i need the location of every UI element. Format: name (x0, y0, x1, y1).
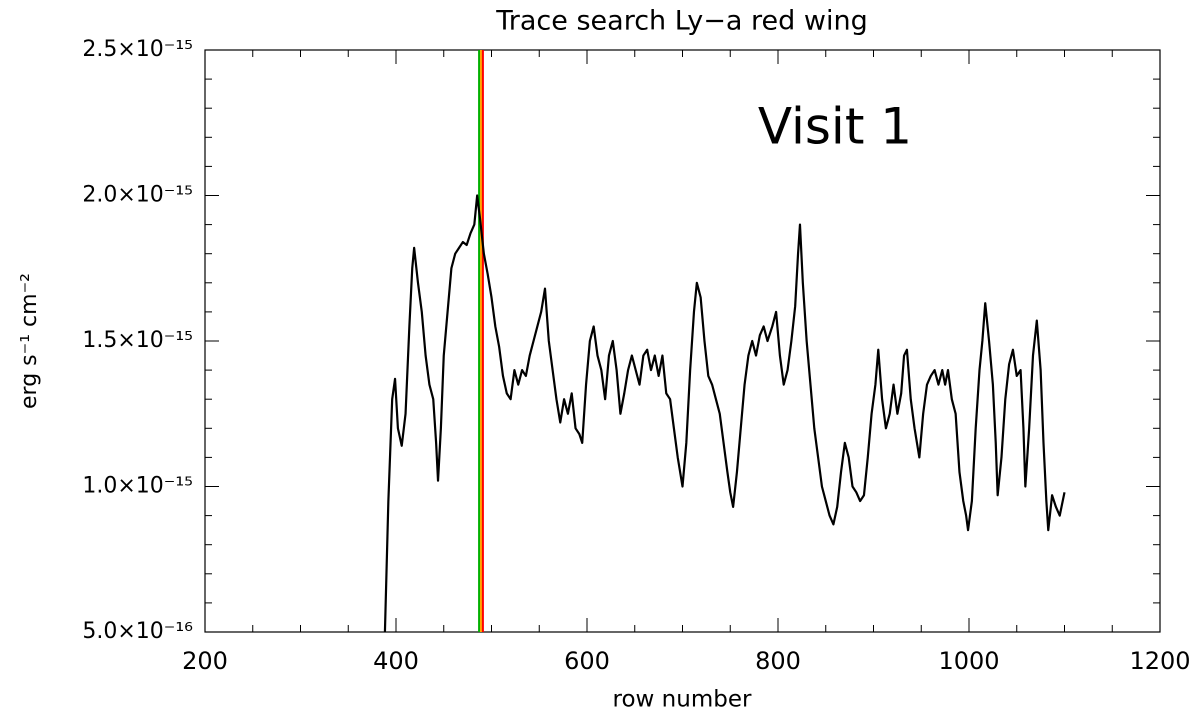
y-tick-label: 1.0×10⁻¹⁵ (82, 474, 193, 499)
annotation: Visit 1 (758, 98, 912, 156)
y-tick-label: 5.0×10⁻¹⁶ (82, 619, 193, 644)
plot-frame (204, 49, 1161, 633)
y-tick-label: 1.5×10⁻¹⁵ (82, 328, 193, 353)
x-tick-label: 600 (564, 647, 610, 675)
x-tick-label: 1000 (938, 647, 999, 675)
data-line (383, 194, 1066, 632)
y-tick-label: 2.0×10⁻¹⁵ (82, 183, 193, 208)
chart-title: Trace search Ly−a red wing (495, 6, 867, 37)
x-tick-label: 800 (755, 647, 801, 675)
x-tick-label: 400 (373, 647, 419, 675)
x-tick-label: 200 (182, 647, 228, 675)
y-tick-label: 2.5×10⁻¹⁵ (82, 37, 193, 62)
x-tick-label: 1200 (1129, 647, 1190, 675)
plot-area (383, 50, 1066, 632)
y-axis-title: erg s⁻¹ cm⁻² (17, 273, 42, 409)
x-axis-title: row number (613, 687, 752, 713)
